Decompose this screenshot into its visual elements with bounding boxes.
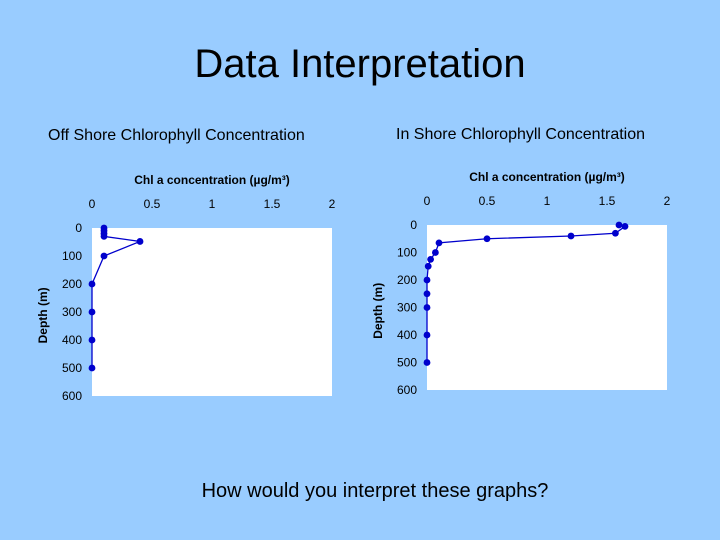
y-tick-label: 300 xyxy=(397,301,417,315)
slide-title: Data Interpretation xyxy=(194,42,526,86)
data-point xyxy=(100,233,108,240)
discussion-question: How would you interpret these graphs? xyxy=(201,480,549,502)
x-tick-label: 2 xyxy=(664,194,671,208)
data-point xyxy=(423,304,431,311)
chart-x-axis-title: Chl a concentration (µg/m³) xyxy=(134,173,290,187)
plot-area xyxy=(92,228,332,396)
data-point xyxy=(88,308,96,316)
data-point xyxy=(100,252,108,260)
chart-y-axis-title: Depth (m) xyxy=(371,283,385,339)
y-tick-label: 300 xyxy=(62,305,82,319)
offshore-chart-subtitle: Off Shore Chlorophyll Concentration xyxy=(48,127,305,144)
data-point xyxy=(136,238,144,245)
y-tick-label: 0 xyxy=(410,218,417,232)
y-tick-label: 400 xyxy=(62,333,82,347)
y-tick-label: 100 xyxy=(62,249,82,263)
data-point xyxy=(88,280,96,288)
data-point xyxy=(88,336,96,344)
data-point xyxy=(615,221,623,229)
y-tick-label: 0 xyxy=(75,221,82,235)
x-tick-label: 1.5 xyxy=(264,197,281,211)
x-tick-label: 0 xyxy=(424,194,431,208)
chart-y-axis-title: Depth (m) xyxy=(36,287,50,343)
x-tick-label: 2 xyxy=(329,197,336,211)
x-tick-label: 0.5 xyxy=(479,194,496,208)
data-point xyxy=(427,255,434,263)
y-tick-label: 200 xyxy=(62,277,82,291)
inshore-chart-subtitle: In Shore Chlorophyll Concentration xyxy=(396,126,646,143)
data-point xyxy=(423,359,431,366)
y-tick-label: 400 xyxy=(397,328,417,342)
plot-area xyxy=(427,225,667,390)
chart-x-axis-title: Chl a concentration (µg/m³) xyxy=(469,170,625,184)
x-tick-label: 1.5 xyxy=(599,194,616,208)
data-point xyxy=(423,290,431,298)
y-tick-label: 500 xyxy=(397,356,417,370)
data-point xyxy=(621,222,629,230)
y-tick-label: 100 xyxy=(397,246,417,260)
x-tick-label: 1 xyxy=(544,194,551,208)
data-point xyxy=(435,239,443,247)
data-point xyxy=(483,235,491,243)
data-point xyxy=(88,364,96,372)
data-point xyxy=(423,331,431,339)
data-point xyxy=(567,232,575,240)
x-tick-label: 0 xyxy=(89,197,96,211)
data-point xyxy=(424,262,432,270)
y-tick-label: 600 xyxy=(62,389,82,403)
inshore-chart: Chl a concentration (µg/m³) Depth (m) 0 0.5… xyxy=(371,170,671,397)
offshore-chart: Chl a concentration (µg/m³) Depth (m) 0 0.5… xyxy=(36,173,336,403)
y-tick-label: 500 xyxy=(62,361,82,375)
data-point xyxy=(432,249,439,256)
x-tick-label: 0.5 xyxy=(144,197,161,211)
x-tick-label: 1 xyxy=(209,197,216,211)
data-point xyxy=(612,229,619,237)
y-tick-label: 600 xyxy=(397,383,417,397)
data-point xyxy=(423,276,431,284)
y-tick-label: 200 xyxy=(397,273,417,287)
